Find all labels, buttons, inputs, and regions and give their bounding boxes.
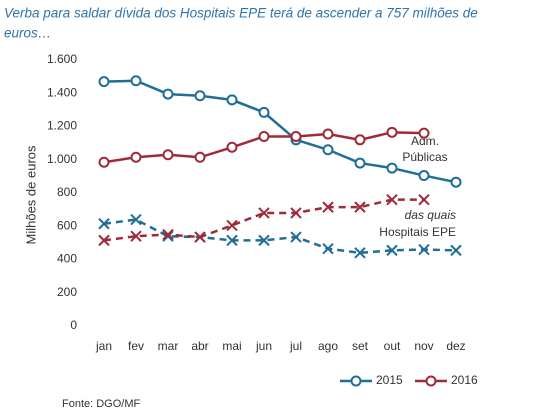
marker	[130, 213, 142, 226]
x-tick-label: mar	[158, 339, 179, 353]
y-tick-label: 800	[57, 185, 77, 199]
marker	[98, 76, 110, 88]
marker	[418, 170, 430, 182]
chart-title: Verba para saldar dívida dos Hospitais E…	[4, 6, 478, 21]
x-tick-label: ago	[318, 339, 338, 353]
marker	[226, 141, 238, 153]
marker	[322, 144, 334, 156]
x-tick-label: jul	[289, 339, 302, 353]
chart-title: euros…	[4, 26, 51, 41]
marker	[162, 88, 174, 100]
marker	[354, 157, 366, 169]
marker	[258, 234, 270, 247]
marker	[130, 230, 142, 242]
legend-marker	[425, 375, 437, 387]
annotation: das quais	[405, 208, 456, 222]
annotation: Hospitais EPE	[379, 225, 456, 239]
marker	[162, 230, 174, 242]
legend-label: 2015	[376, 373, 403, 387]
marker	[450, 176, 462, 188]
x-tick-label: nov	[414, 339, 433, 353]
line	[103, 198, 424, 242]
marker	[290, 207, 302, 219]
y-tick-label: 1.000	[47, 152, 77, 166]
y-tick-label: 200	[57, 285, 77, 299]
marker	[450, 244, 462, 257]
marker	[226, 219, 238, 232]
marker	[322, 201, 334, 213]
marker	[322, 128, 334, 140]
marker	[386, 244, 398, 257]
marker	[194, 151, 206, 163]
marker	[354, 247, 366, 259]
marker	[354, 201, 366, 213]
y-tick-label: 1.600	[47, 52, 77, 66]
marker	[98, 218, 110, 230]
marker	[98, 234, 110, 247]
marker	[258, 106, 270, 118]
marker	[418, 127, 430, 139]
legend-marker	[350, 375, 362, 387]
marker	[418, 193, 430, 206]
x-tick-label: jun	[255, 339, 272, 353]
source: Fonte: DGO/MF	[62, 398, 141, 410]
marker	[194, 90, 206, 102]
legend-label: 2016	[451, 373, 478, 387]
marker	[386, 193, 398, 206]
y-tick-label: 0	[70, 318, 77, 332]
y-tick-label: 1.400	[47, 85, 77, 99]
line	[103, 218, 457, 255]
y-axis-label: Milhões de euros	[23, 145, 38, 244]
marker	[418, 243, 430, 256]
marker	[386, 162, 398, 174]
marker	[290, 231, 302, 243]
marker	[98, 156, 110, 168]
x-tick-label: jan	[95, 339, 112, 353]
marker	[258, 130, 270, 142]
x-tick-label: mai	[222, 339, 241, 353]
annotation: Públicas	[402, 150, 447, 164]
marker	[258, 207, 270, 219]
marker	[290, 130, 302, 142]
x-tick-label: set	[352, 339, 369, 353]
y-tick-label: 400	[57, 252, 77, 266]
x-tick-label: abr	[191, 339, 208, 353]
marker	[194, 231, 206, 243]
x-tick-label: dez	[446, 339, 465, 353]
y-tick-label: 1.200	[47, 119, 77, 133]
marker	[322, 242, 334, 255]
marker	[162, 149, 174, 161]
x-tick-label: fev	[128, 339, 144, 353]
marker	[130, 75, 142, 87]
marker	[386, 126, 398, 138]
marker	[226, 234, 238, 247]
marker	[130, 151, 142, 163]
marker	[162, 228, 174, 241]
y-tick-label: 600	[57, 218, 77, 232]
annotation: Adm.	[411, 134, 439, 148]
marker	[226, 94, 238, 106]
marker	[354, 134, 366, 146]
x-tick-label: out	[384, 339, 401, 353]
